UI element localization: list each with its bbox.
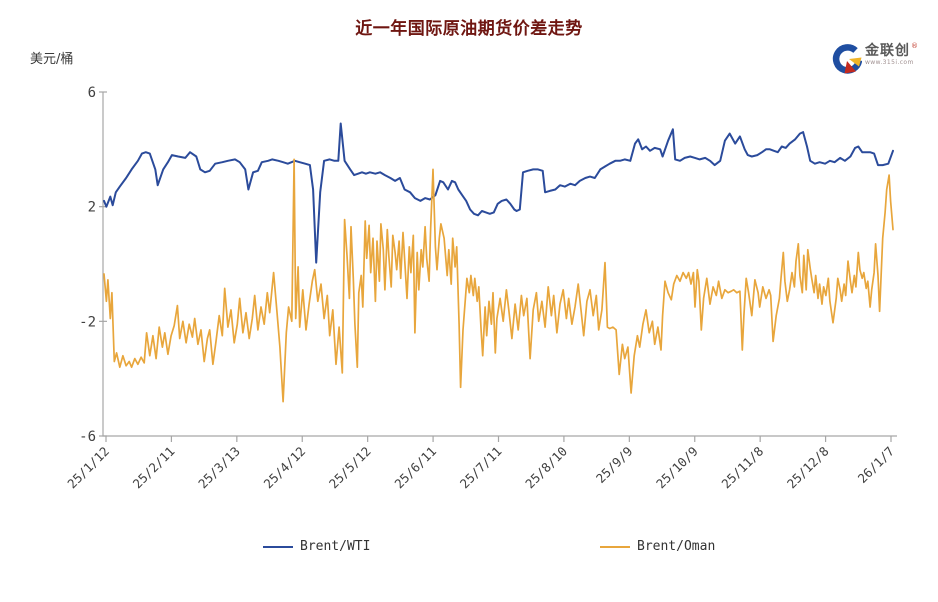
y-tick-label: 2: [88, 200, 96, 216]
registered-mark-icon: ®: [911, 42, 918, 50]
x-tick-label: 25/7/11: [457, 444, 505, 492]
x-tick-label: 25/12/8: [784, 444, 832, 492]
y-axis-unit-label: 美元/桶: [30, 52, 74, 67]
legend-item-brent-oman: Brent/Oman: [600, 539, 715, 554]
series-line-brent-wti: [103, 122, 894, 264]
brent-wti-swatch: [263, 545, 293, 548]
axis-lines: [102, 92, 897, 437]
y-tick-label: -2: [79, 314, 96, 330]
y-tick-label: 6: [88, 85, 96, 101]
chart-legend: Brent/WTI Brent/Oman: [0, 539, 938, 557]
jlc-logo: 金联创 ® www.315i.com: [832, 42, 918, 76]
x-tick-label: 26/1/7: [855, 444, 898, 487]
x-tick-label: 25/1/12: [64, 444, 112, 492]
x-tick-label: 25/3/13: [195, 444, 243, 492]
jlc-logo-icon: [832, 44, 862, 74]
series-line-brent-oman: [103, 158, 894, 403]
y-tick-label: -6: [79, 429, 96, 445]
legend-label: Brent/Oman: [637, 539, 716, 554]
x-tick-label: 25/8/10: [522, 444, 570, 492]
legend-label: Brent/WTI: [300, 539, 371, 554]
logo-site-text: www.315i.com: [865, 59, 914, 66]
x-tick-label: 25/6/11: [391, 444, 439, 492]
x-tick-label: 25/10/9: [653, 444, 701, 492]
page-title: 近一年国际原油期货价差走势: [355, 19, 583, 39]
x-tick-label: 25/9/9: [593, 444, 636, 487]
price-spread-line-chart: 6 2 -2 -625/1/12 25/2/11 25/3/13 25/4/12 25/5/1…: [64, 85, 898, 492]
logo-brand-text: 金联创: [865, 43, 910, 59]
x-tick-label: 25/11/8: [718, 444, 766, 492]
brent-oman-swatch: [600, 545, 630, 548]
x-tick-label: 25/5/12: [326, 444, 374, 492]
legend-item-brent-wti: Brent/WTI: [263, 539, 370, 554]
x-tick-label: 25/2/11: [130, 444, 178, 492]
x-tick-label: 25/4/12: [261, 444, 309, 492]
